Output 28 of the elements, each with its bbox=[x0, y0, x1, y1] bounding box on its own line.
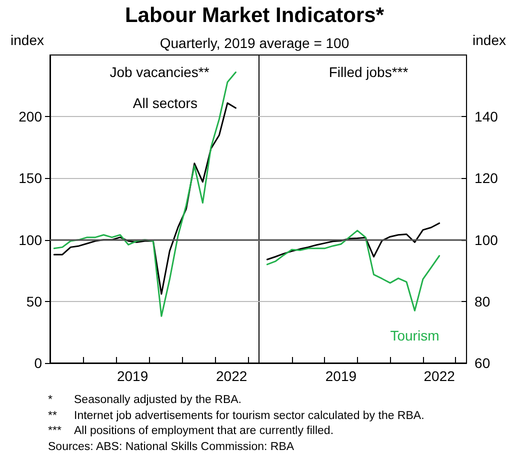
y-tick-label: 100 bbox=[474, 232, 498, 248]
y-tick-label: 50 bbox=[26, 293, 42, 310]
line-series bbox=[266, 222, 440, 260]
text: * Seasonally adjusted by the RBA. bbox=[48, 394, 242, 406]
y-tick-label: 60 bbox=[474, 355, 490, 371]
x-tick-label: 2019 bbox=[116, 368, 148, 384]
x-tick-label: 2022 bbox=[424, 368, 456, 384]
text: Labour Market Indicators* bbox=[124, 4, 386, 28]
y-tick-label: 80 bbox=[474, 293, 490, 310]
y-tick-label: 200 bbox=[18, 108, 42, 125]
series-label: Tourism bbox=[390, 328, 440, 344]
text: ** Internet job advertisements for tourism sector calculated by the RBA. bbox=[48, 410, 424, 422]
series-label: All sectors bbox=[132, 95, 198, 112]
y-tick-label: 100 bbox=[18, 232, 42, 248]
text: Filled jobs*** bbox=[328, 64, 409, 80]
text: Job vacancies** bbox=[110, 64, 210, 80]
y-axis-title: index bbox=[10, 32, 44, 48]
text: Quarterly, 2019 average = 100 bbox=[160, 35, 350, 51]
source-note: Sources: ABS: National Skills Commission: RBA bbox=[48, 440, 296, 454]
y-axis-title: index bbox=[472, 32, 506, 48]
x-tick-label: 2022 bbox=[216, 368, 248, 384]
y-tick-label: 140 bbox=[474, 108, 498, 125]
y-tick-label: 120 bbox=[474, 170, 498, 186]
y-tick-label: 0 bbox=[34, 355, 42, 371]
line-series bbox=[266, 230, 440, 312]
text: *** All positions of employment that are currently filled. bbox=[48, 424, 334, 439]
x-tick-label: 2019 bbox=[325, 368, 357, 384]
y-tick-label: 150 bbox=[18, 170, 42, 186]
